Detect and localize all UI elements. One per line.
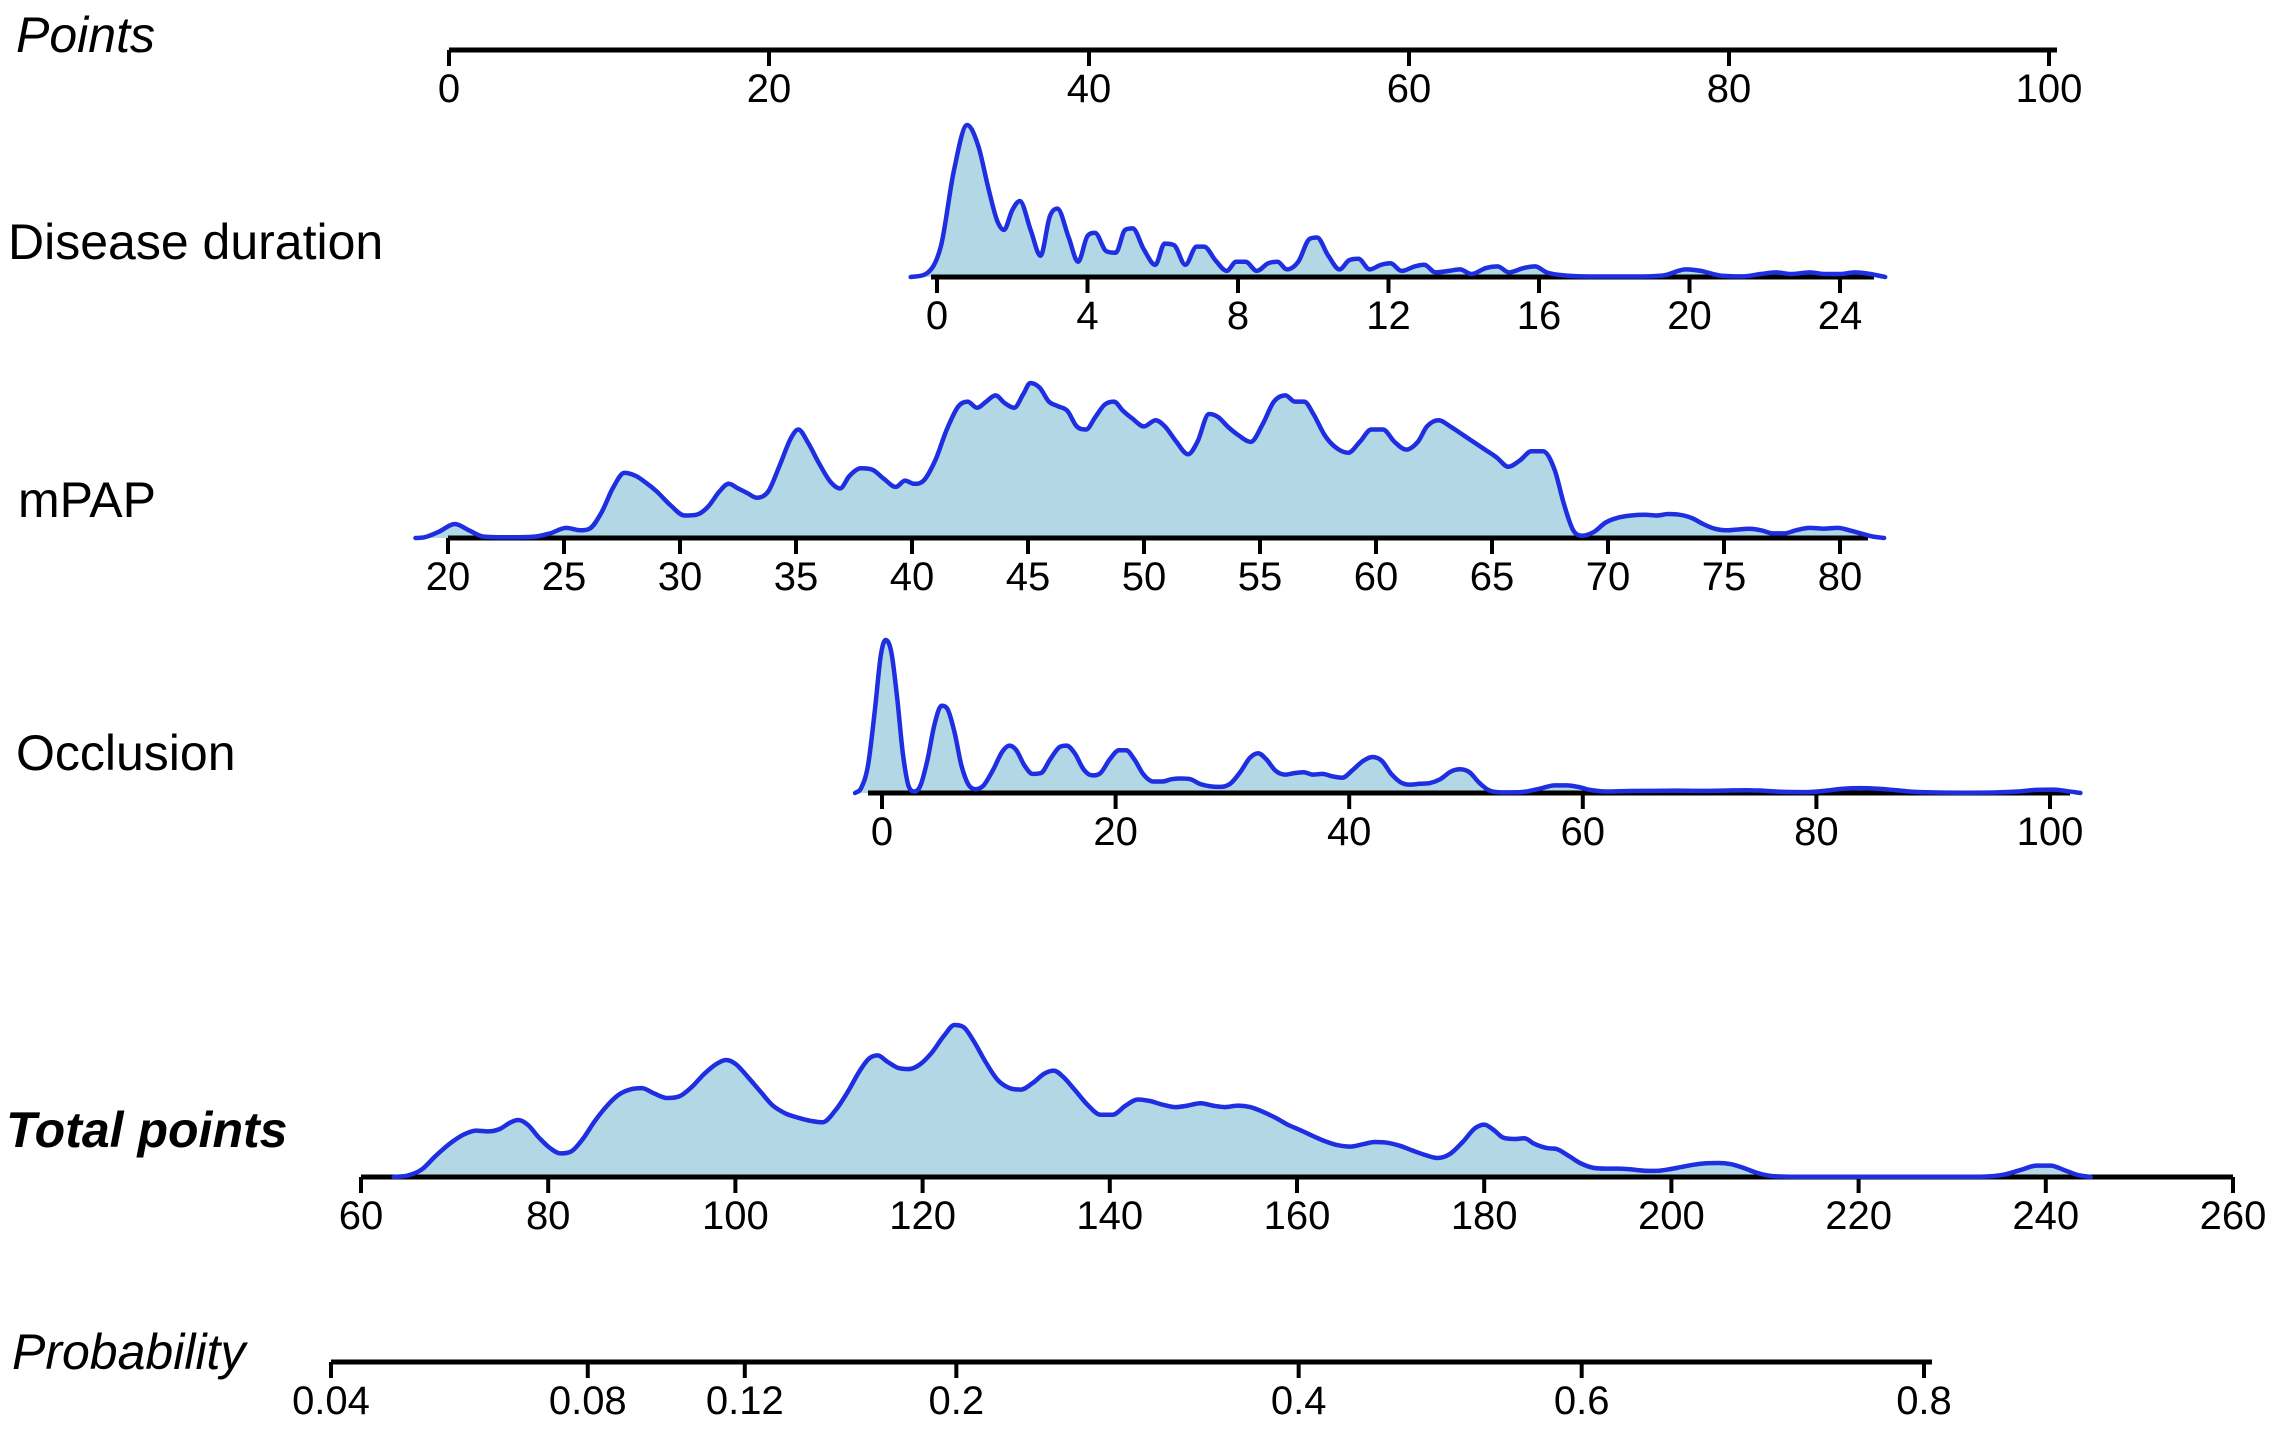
tick-label-disease_duration: 8: [1227, 294, 1249, 338]
tick-label-points: 80: [1707, 67, 1752, 111]
row-probability: 0.04 0.08 0.12 0.2 0.4 0.6 0.8: [292, 1359, 1952, 1423]
tick-label-probability: 0.8: [1896, 1379, 1952, 1423]
tick-label-total_points: 260: [2200, 1194, 2267, 1238]
tick-label-disease_duration: 16: [1517, 294, 1562, 338]
tick-label-mpap: 20: [426, 555, 471, 599]
tick-label-mpap: 30: [658, 555, 703, 599]
row-occlusion: 0 20 40 60 80 100: [852, 637, 2084, 854]
tick-label-mpap: 40: [890, 555, 935, 599]
tick-label-total_points: 80: [526, 1194, 571, 1238]
row-label-occlusion: Occlusion: [16, 725, 236, 781]
row-points: 0 20 40 60 80 100: [438, 47, 2083, 111]
tick-label-total_points: 100: [702, 1194, 769, 1238]
row-label-total-points: Total points: [6, 1102, 288, 1158]
tick-label-total_points: 240: [2012, 1194, 2079, 1238]
tick-label-points: 40: [1067, 67, 1112, 111]
tick-label-mpap: 45: [1006, 555, 1051, 599]
tick-label-probability: 0.04: [292, 1379, 370, 1423]
row-total_points: 60 80 100 120 140 160 180 200 220 240 260: [339, 1022, 2267, 1238]
tick-label-occlusion: 100: [2017, 810, 2084, 854]
tick-label-occlusion: 0: [871, 810, 893, 854]
row-label-probability: Probability: [12, 1324, 246, 1380]
tick-label-mpap: 35: [774, 555, 819, 599]
tick-label-mpap: 55: [1238, 555, 1283, 599]
density-curve-total_points: [391, 1022, 2093, 1180]
tick-label-mpap: 75: [1702, 555, 1747, 599]
density-curve-occlusion: [852, 637, 2083, 796]
row-label-mpap: mPAP: [18, 472, 156, 528]
tick-label-total_points: 180: [1451, 1194, 1518, 1238]
density-curve-mpap: [413, 380, 1887, 541]
tick-label-total_points: 120: [889, 1194, 956, 1238]
tick-label-disease_duration: 20: [1667, 294, 1712, 338]
tick-label-mpap: 80: [1818, 555, 1863, 599]
tick-label-points: 0: [438, 67, 460, 111]
tick-label-total_points: 140: [1076, 1194, 1143, 1238]
tick-label-disease_duration: 0: [926, 294, 948, 338]
density-fill-mpap: [415, 383, 1885, 538]
tick-label-mpap: 50: [1122, 555, 1167, 599]
tick-label-probability: 0.6: [1554, 1379, 1610, 1423]
tick-label-probability: 0.2: [929, 1379, 985, 1423]
tick-label-total_points: 220: [1825, 1194, 1892, 1238]
tick-label-mpap: 60: [1354, 555, 1399, 599]
density-fill-total_points: [393, 1025, 2091, 1177]
row-disease_duration: 0 4 8 12 16 20 24: [908, 122, 1888, 338]
tick-label-points: 60: [1387, 67, 1432, 111]
tick-label-total_points: 200: [1638, 1194, 1705, 1238]
tick-label-disease_duration: 12: [1366, 294, 1411, 338]
row-label-disease-duration: Disease duration: [8, 214, 384, 270]
density-curve-disease_duration: [908, 122, 1888, 280]
row-label-points: Points: [16, 7, 155, 63]
tick-label-disease_duration: 4: [1076, 294, 1098, 338]
tick-label-probability: 0.08: [549, 1379, 627, 1423]
tick-label-occlusion: 60: [1561, 810, 1606, 854]
tick-label-mpap: 65: [1470, 555, 1515, 599]
density-fill-disease_duration: [910, 125, 1886, 277]
tick-label-total_points: 160: [1264, 1194, 1331, 1238]
tick-label-mpap: 70: [1586, 555, 1631, 599]
tick-label-disease_duration: 24: [1818, 294, 1863, 338]
tick-label-occlusion: 20: [1093, 810, 1138, 854]
row-mpap: 20 25 30 35 40 45 50 55 60 65 70 75 80: [413, 380, 1887, 599]
tick-label-points: 20: [747, 67, 792, 111]
tick-label-occlusion: 40: [1327, 810, 1372, 854]
tick-label-total_points: 60: [339, 1194, 384, 1238]
tick-label-probability: 0.12: [706, 1379, 784, 1423]
tick-label-probability: 0.4: [1271, 1379, 1327, 1423]
tick-label-points: 100: [2016, 67, 2083, 111]
tick-label-occlusion: 80: [1794, 810, 1839, 854]
tick-label-mpap: 25: [542, 555, 587, 599]
